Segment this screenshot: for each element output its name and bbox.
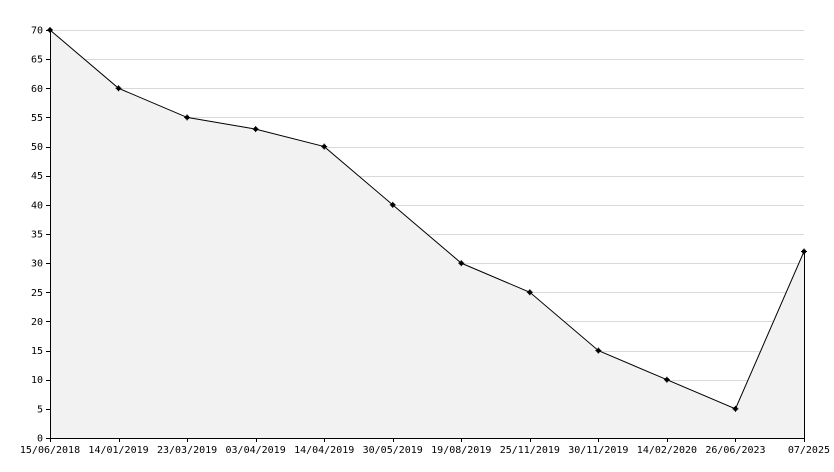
data-point [526, 289, 533, 296]
axes [50, 28, 805, 439]
x-tick-label: 30/05/2019 [363, 445, 423, 456]
data-point [321, 143, 328, 150]
data-point [801, 248, 807, 255]
data-point [663, 376, 670, 383]
x-tick-labels: 15/06/2018 14/01/2019 23/03/2019 03/04/2019… [20, 438, 830, 456]
y-tick-label: 0 [37, 434, 43, 445]
y-tick-labels: 0 5 10 15 20 25 30 35 40 45 50 55 60 65 70 [31, 26, 50, 445]
y-tick-label: 45 [31, 171, 43, 182]
data-point [595, 347, 602, 354]
data-point [458, 260, 465, 267]
data-points [47, 27, 807, 412]
x-tick-label: 07/2025 [788, 445, 830, 456]
x-tick-label: 26/06/2023 [705, 445, 765, 456]
y-tick-label: 70 [31, 26, 43, 37]
x-tick-label: 14/01/2019 [88, 445, 148, 456]
y-tick-label: 5 [37, 404, 43, 415]
data-point [732, 405, 739, 412]
y-tick-label: 25 [31, 288, 43, 299]
y-tick-label: 40 [31, 200, 43, 211]
y-tick-label: 15 [31, 346, 43, 357]
data-point [115, 85, 122, 92]
series-line-layer [49, 29, 805, 410]
y-tick-label: 60 [31, 84, 43, 95]
y-tick-label: 65 [31, 55, 43, 66]
y-tick-label: 50 [31, 142, 43, 153]
x-tick-label: 03/04/2019 [226, 445, 286, 456]
x-tick-label: 25/11/2019 [500, 445, 560, 456]
series-line [49, 29, 805, 410]
x-tick-label: 14/04/2019 [294, 445, 354, 456]
y-tick-label: 20 [31, 317, 43, 328]
data-point [252, 126, 259, 133]
y-tick-label: 35 [31, 230, 43, 241]
y-tick-label: 10 [31, 375, 43, 386]
x-tick-label: 30/11/2019 [568, 445, 628, 456]
x-tick-label: 14/02/2020 [637, 445, 697, 456]
data-point [389, 201, 396, 208]
x-tick-label: 15/06/2018 [20, 445, 80, 456]
x-tick-label: 19/08/2019 [431, 445, 491, 456]
data-point [184, 114, 191, 121]
y-tick-label: 55 [31, 113, 43, 124]
y-tick-label: 30 [31, 259, 43, 270]
x-tick-label: 23/03/2019 [157, 445, 217, 456]
